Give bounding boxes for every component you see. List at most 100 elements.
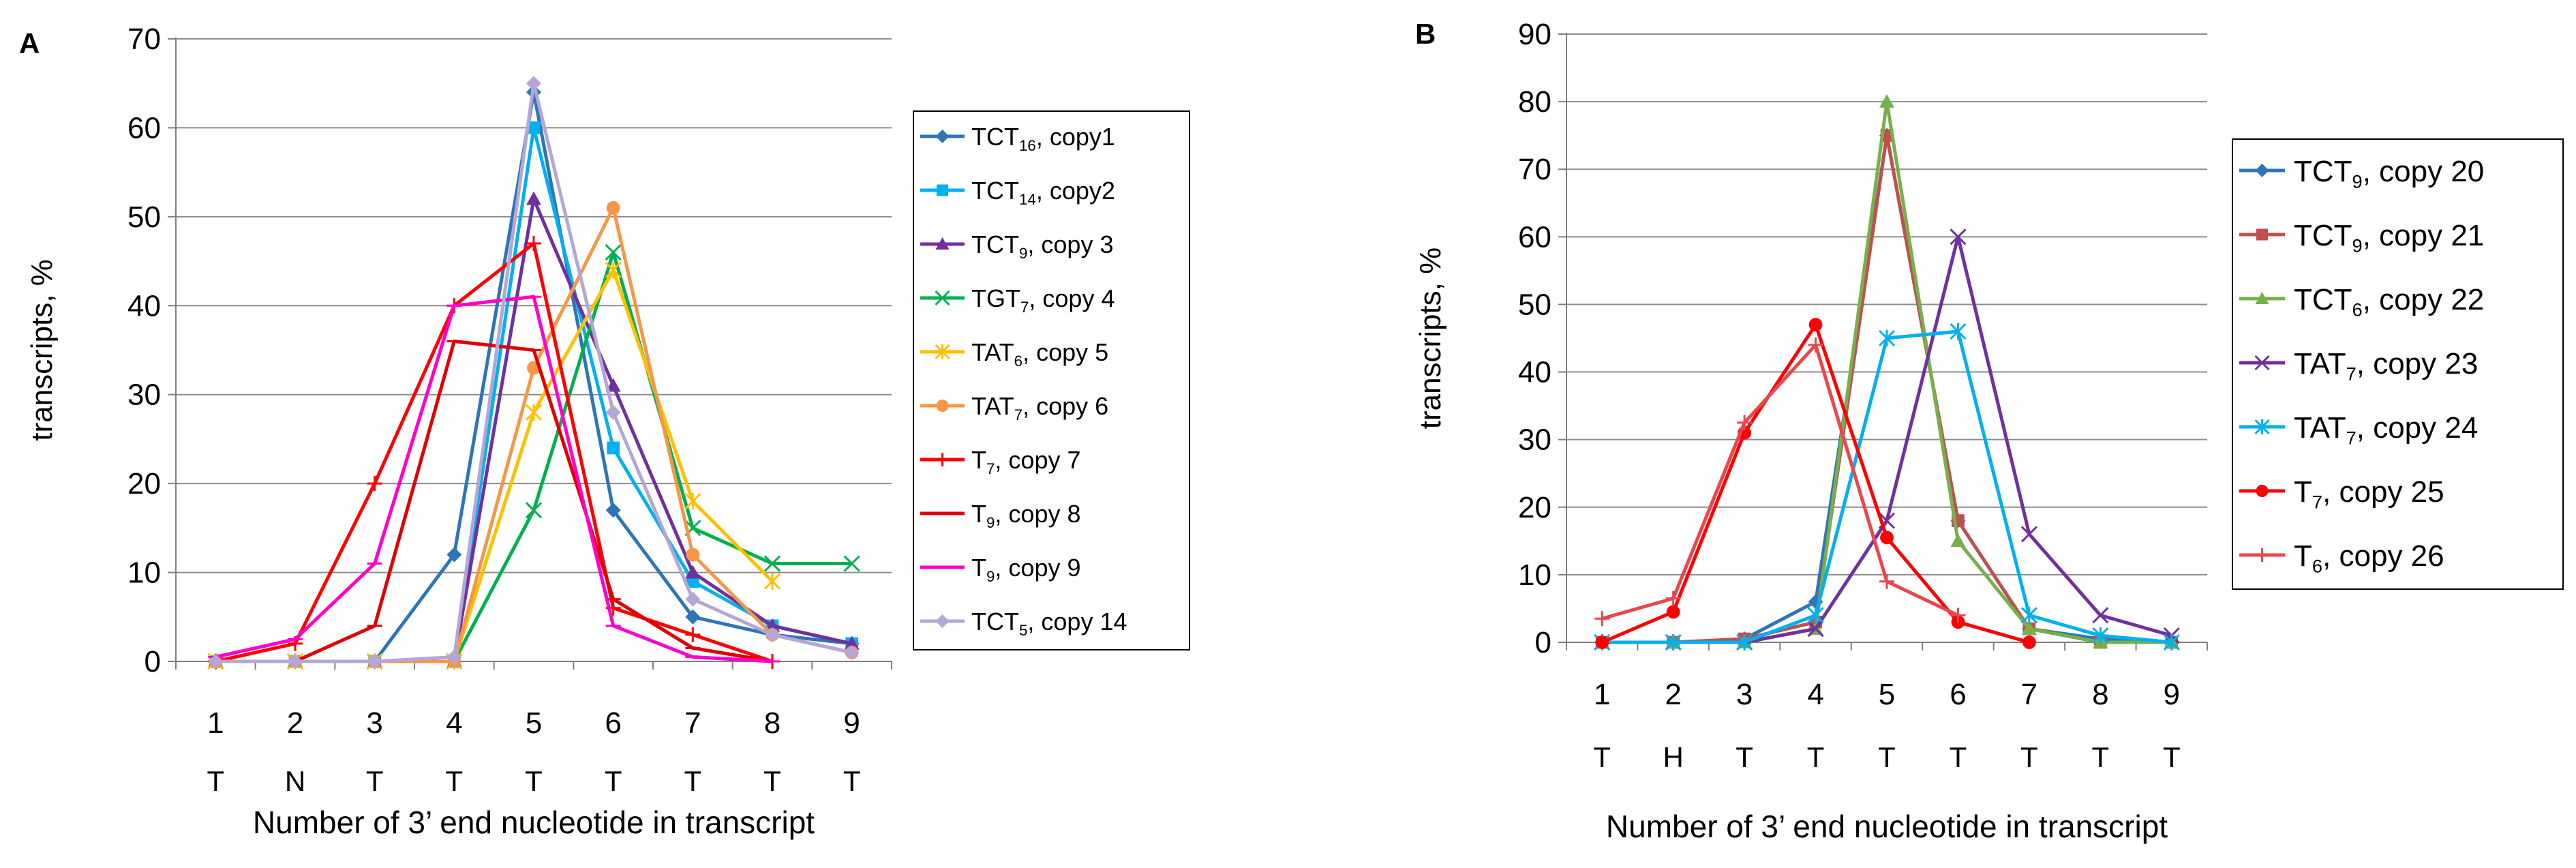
data-point [686, 548, 700, 562]
data-point [525, 404, 543, 421]
legend-label-subscript: 6 [2312, 556, 2322, 577]
data-point [2022, 635, 2036, 649]
legend-label-subscript: 6 [2352, 299, 2363, 320]
data-point [1595, 635, 1609, 649]
series-6 [208, 235, 780, 669]
legend-item: TCT14, copy2 [920, 177, 1115, 208]
y-tick-label: 50 [1518, 288, 1551, 321]
legend-label: TAT7, copy 23 [2294, 347, 2478, 385]
legend-label-base: T [971, 446, 986, 474]
legend-label: TAT7, copy 24 [2294, 411, 2478, 449]
legend-item: TCT9, copy 21 [2239, 219, 2484, 256]
data-point [367, 654, 382, 669]
y-tick-label: 70 [127, 23, 161, 56]
data-point [526, 76, 541, 91]
data-point [1950, 533, 1966, 548]
legend-label: TAT7, copy 6 [971, 392, 1108, 423]
data-point [1878, 329, 1896, 347]
data-point [1736, 633, 1753, 651]
legend-item: TCT9, copy 20 [2239, 155, 2484, 192]
y-tick-label: 90 [1518, 18, 1551, 51]
legend-item: TCT16, copy1 [920, 123, 1115, 154]
data-point [1665, 590, 1681, 606]
y-tick-label: 60 [127, 111, 161, 145]
data-point [763, 555, 781, 572]
data-point [1666, 605, 1680, 619]
x-tick-label: 6 [1950, 678, 1966, 711]
data-point [2020, 607, 2037, 624]
legend-label-base: T [2294, 475, 2312, 509]
x-axis-title: Number of 3’ end nucleotide in transcrip… [1606, 809, 2168, 844]
x-tick-label: 5 [1879, 678, 1895, 711]
legend-marker [935, 130, 950, 143]
legend-label-subscript: 7 [1020, 299, 1029, 316]
legend-label-subscript: 16 [1019, 137, 1036, 154]
data-point [1737, 415, 1753, 430]
series-line [215, 90, 852, 663]
x-nucleotide-letter: T [1807, 741, 1825, 773]
legend-label: TCT9, copy 3 [971, 230, 1113, 262]
legend-label-suffix: , copy 4 [1029, 284, 1115, 312]
legend-item: T9, copy 8 [920, 500, 1081, 531]
legend-label-suffix: , copy 25 [2322, 475, 2444, 509]
y-tick-label: 40 [1518, 356, 1551, 389]
legend-label-suffix: , copy1 [1036, 123, 1115, 151]
legend-item: T7, copy 25 [2239, 475, 2444, 513]
x-tick-label: 4 [1807, 678, 1823, 711]
series-line [1601, 343, 1959, 620]
x-tick-label: 4 [446, 706, 462, 740]
legend-label-base: TAT [2294, 347, 2346, 380]
legend-label-suffix: , copy 3 [1027, 230, 1113, 258]
series-9 [208, 76, 860, 669]
legend-marker [2254, 355, 2270, 371]
legend-label: T7, copy 7 [971, 446, 1081, 477]
x-nucleotide-letter: T [446, 765, 464, 797]
y-tick-label: 80 [1518, 85, 1551, 119]
legend-label-base: TAT [971, 338, 1014, 366]
x-nucleotide-letter: T [1736, 741, 1753, 773]
y-tick-label: 10 [1518, 558, 1551, 592]
legend-label-base: T [971, 500, 986, 528]
legend-label: T7, copy 25 [2294, 475, 2444, 513]
x-tick-label: 3 [1736, 678, 1753, 711]
legend-label-base: TAT [2294, 411, 2346, 445]
x-tick-label: 9 [843, 706, 860, 740]
x-nucleotide-letter: T [1950, 741, 1967, 773]
legend-label: TCT16, copy1 [971, 123, 1115, 154]
legend-marker [935, 344, 950, 360]
legend-label-subscript: 9 [1019, 245, 1027, 262]
panel-b: B01020304050607080901T2H3T4T5T6T7T8T9TNu… [1414, 18, 2564, 844]
data-point [1880, 530, 1894, 545]
series-line [215, 340, 773, 663]
legend-label-suffix: , copy 6 [1022, 392, 1108, 420]
series-0 [208, 85, 860, 669]
legend-label: TCT9, copy 20 [2294, 155, 2484, 192]
panel-label: A [19, 27, 40, 59]
legend-label-base: T [971, 554, 986, 582]
legend-label: TCT9, copy 21 [2294, 219, 2484, 256]
legend-marker [935, 614, 950, 628]
data-point [526, 235, 541, 251]
series-line [1602, 329, 2172, 644]
legend-label-base: TCT [971, 177, 1019, 205]
legend-label-subscript: 7 [986, 460, 995, 477]
legend-label: T9, copy 9 [971, 554, 1081, 585]
x-tick-label: 1 [207, 706, 224, 740]
x-nucleotide-letter: H [1663, 741, 1683, 773]
series-5 [209, 200, 859, 668]
data-point [446, 649, 462, 665]
legend-marker [2255, 164, 2269, 177]
legend-label-base: TGT [971, 284, 1020, 312]
data-point [605, 404, 621, 420]
x-nucleotide-letter: T [1593, 741, 1611, 773]
legend-label: TAT6, copy 5 [971, 338, 1108, 370]
legend-marker [935, 453, 950, 466]
legend-label-base: T [2294, 539, 2312, 573]
x-nucleotide-letter: T [843, 765, 861, 797]
legend-label-subscript: 9 [986, 514, 995, 531]
series-2 [208, 191, 860, 668]
legend-label: TCT14, copy2 [971, 177, 1115, 208]
y-tick-label: 30 [127, 378, 161, 412]
legend-label-base: TCT [2294, 283, 2352, 316]
